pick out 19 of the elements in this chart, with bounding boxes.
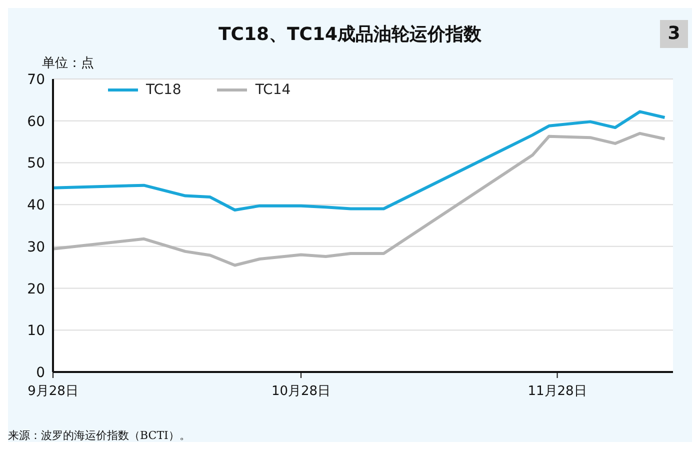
- y-tick-label: 0: [36, 364, 45, 381]
- legend-label: TC18: [146, 82, 182, 98]
- y-axis-title: 单位：点: [42, 55, 94, 72]
- x-tick-label: 10月28日: [271, 384, 331, 400]
- y-tick-label: 40: [27, 198, 45, 214]
- y-tick-label: 10: [27, 323, 45, 340]
- line-series: [53, 132, 666, 267]
- y-tick-label: 70: [27, 72, 45, 88]
- x-tick-label: 9月28日: [28, 384, 78, 400]
- x-tick-label: 11月28日: [528, 384, 587, 400]
- y-tick-label: 20: [27, 281, 45, 298]
- source-note: 来源：波罗的海运价指数（BCTI）。: [8, 428, 190, 443]
- y-tick-label: 50: [27, 156, 45, 172]
- chart-title: TC18、TC14成品油轮运价指数: [218, 24, 482, 45]
- legend-label: TC14: [255, 82, 291, 98]
- y-tick-label: 30: [27, 239, 45, 256]
- text: 3: [660, 20, 688, 48]
- y-tick-label: 60: [27, 114, 45, 130]
- line-series: [53, 110, 666, 212]
